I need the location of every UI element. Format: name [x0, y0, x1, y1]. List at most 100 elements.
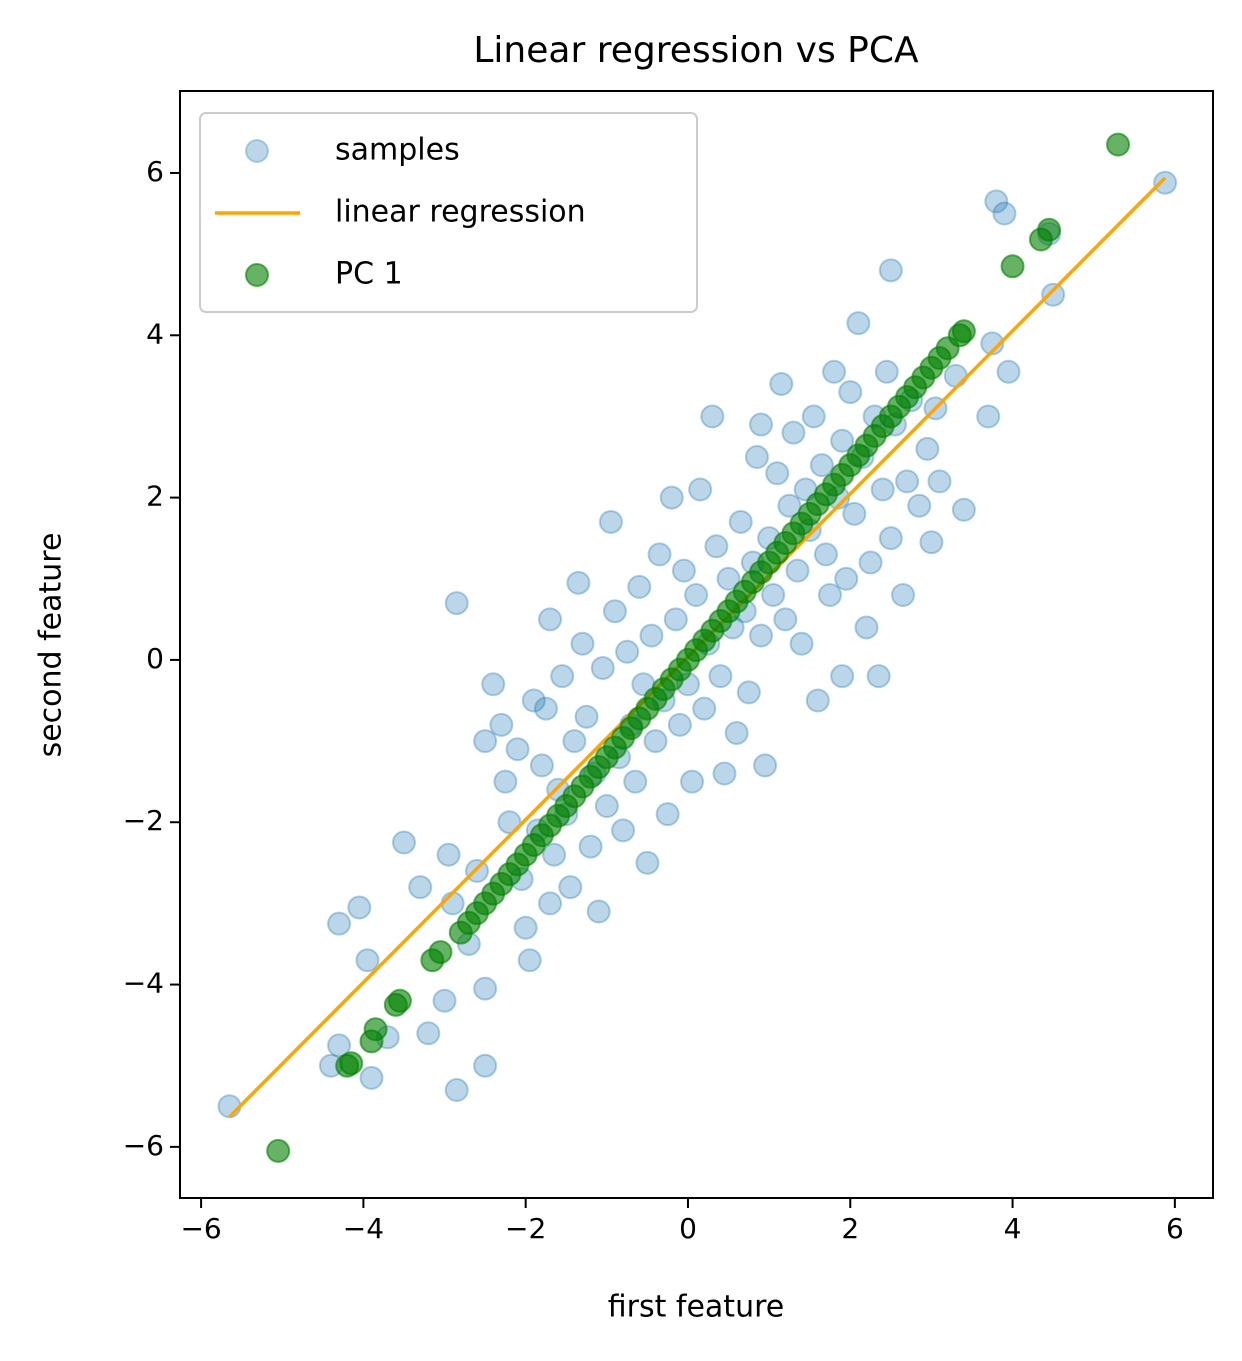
point: [339, 1051, 364, 1076]
point: [907, 493, 932, 518]
x-axis-label: first feature: [608, 1290, 784, 1325]
point: [432, 988, 457, 1013]
point: [359, 1029, 384, 1054]
point: [708, 664, 733, 689]
x-tick-label: 6: [1166, 1212, 1184, 1245]
point: [716, 566, 741, 591]
point: [481, 672, 506, 697]
point: [347, 895, 372, 920]
point: [517, 948, 542, 973]
point: [436, 842, 461, 867]
chart-title: Linear regression vs PCA: [473, 30, 919, 71]
point: [805, 688, 830, 713]
point: [538, 891, 563, 916]
point: [854, 615, 879, 640]
y-tick-label: 6: [146, 155, 164, 188]
point: [542, 842, 567, 867]
point: [266, 1138, 291, 1163]
point: [769, 371, 794, 396]
legend-swatch: [245, 263, 269, 287]
point: [749, 412, 774, 437]
y-axis-label: second feature: [34, 533, 69, 758]
point: [753, 753, 778, 778]
legend-swatch: [245, 139, 269, 163]
point: [643, 729, 668, 754]
point: [562, 729, 587, 754]
point: [635, 850, 660, 875]
point: [558, 875, 583, 900]
point: [878, 526, 903, 551]
point: [951, 497, 976, 522]
point: [550, 664, 575, 689]
point: [680, 769, 705, 794]
point: [497, 810, 522, 835]
point: [919, 530, 944, 555]
y-tick-label: 4: [146, 317, 164, 350]
y-tick-label: −2: [123, 804, 164, 837]
point: [992, 201, 1017, 226]
point: [858, 550, 883, 575]
x-tick-label: −6: [180, 1212, 221, 1245]
point: [822, 359, 847, 384]
point: [1153, 170, 1178, 195]
y-tick-label: 2: [146, 480, 164, 513]
legend-label: samples: [335, 133, 460, 168]
point: [1106, 132, 1131, 157]
point: [602, 599, 627, 624]
point: [736, 680, 761, 705]
point: [777, 493, 802, 518]
point: [594, 794, 619, 819]
point: [505, 737, 530, 762]
point: [627, 574, 652, 599]
point: [359, 1065, 384, 1090]
point: [1041, 282, 1066, 307]
point: [533, 696, 558, 721]
point: [615, 639, 640, 664]
point: [765, 461, 790, 486]
point: [444, 1078, 469, 1103]
x-tick-label: 4: [1004, 1212, 1022, 1245]
point: [830, 664, 855, 689]
x-tick-label: 2: [841, 1212, 859, 1245]
point: [842, 501, 867, 526]
point: [513, 915, 538, 940]
point: [667, 712, 692, 737]
point: [217, 1094, 242, 1119]
point: [728, 509, 753, 534]
point: [327, 911, 352, 936]
point: [586, 899, 611, 924]
point: [980, 331, 1005, 356]
point: [744, 445, 769, 470]
point: [473, 729, 498, 754]
point: [529, 753, 554, 778]
point: [473, 976, 498, 1001]
point: [838, 380, 863, 405]
plot-frame: [179, 90, 1214, 1199]
point: [444, 591, 469, 616]
point: [785, 558, 810, 583]
point: [493, 769, 518, 794]
point: [416, 1021, 441, 1046]
point: [817, 582, 842, 607]
point: [830, 428, 855, 453]
point: [671, 558, 696, 583]
x-tick-label: −4: [343, 1212, 384, 1245]
point: [428, 940, 453, 965]
point: [927, 469, 952, 494]
point: [712, 761, 737, 786]
point: [623, 769, 648, 794]
point: [773, 607, 798, 632]
point: [749, 623, 774, 648]
point: [538, 607, 563, 632]
y-tick-label: −4: [123, 967, 164, 1000]
point: [895, 469, 920, 494]
point: [866, 664, 891, 689]
point: [891, 582, 916, 607]
point: [655, 802, 680, 827]
point: [834, 566, 859, 591]
point: [590, 656, 615, 681]
legend-label: PC 1: [335, 257, 403, 292]
point: [327, 1033, 352, 1058]
